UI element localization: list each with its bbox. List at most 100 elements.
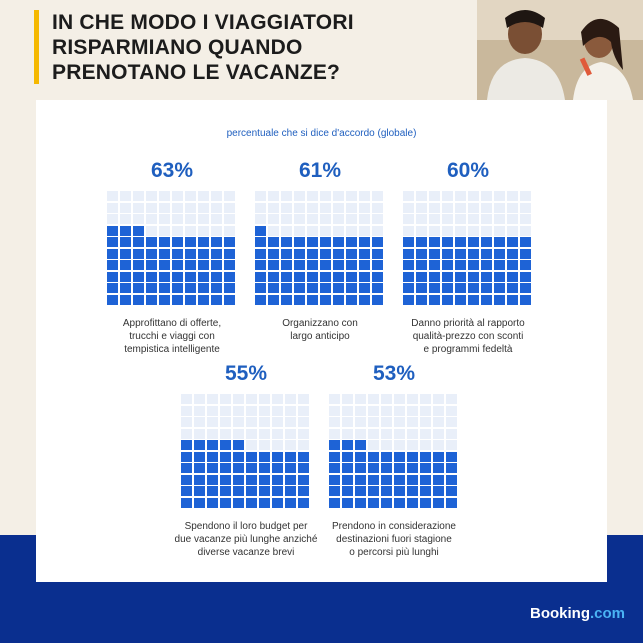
waffle-cell-empty	[407, 440, 418, 450]
waffle-cell-filled	[320, 260, 331, 270]
waffle-cell-empty	[224, 202, 235, 213]
stat-description-2: Organizzano con largo anticipo	[282, 318, 358, 342]
waffle-cell-filled	[268, 248, 279, 259]
waffle-cell-empty	[255, 191, 266, 201]
waffle-cell-empty	[333, 225, 344, 236]
waffle-cell-empty	[272, 440, 283, 450]
waffle-cell-filled	[329, 486, 340, 496]
waffle-cell-filled	[198, 248, 209, 259]
waffle-cell-filled	[429, 248, 440, 259]
waffle-cell-empty	[359, 202, 370, 213]
waffle-cell-empty	[368, 394, 379, 404]
waffle-cell-empty	[272, 417, 283, 427]
waffle-cell-filled	[468, 248, 479, 259]
waffle-cell-filled	[403, 248, 414, 259]
waffle-cell-filled	[159, 237, 170, 247]
waffle-cell-filled	[407, 486, 418, 496]
waffle-cell-filled	[172, 283, 183, 293]
waffle-cell-filled	[420, 451, 431, 462]
waffle-cell-filled	[442, 248, 453, 259]
waffle-cell-empty	[259, 428, 270, 439]
waffle-cell-filled	[420, 463, 431, 473]
percentage-label-3: 60%	[446, 159, 490, 182]
waffle-cell-filled	[185, 283, 196, 293]
waffle-cell-empty	[433, 428, 444, 439]
waffle-cell-filled	[307, 271, 318, 282]
percentage-label-5: 53%	[372, 362, 416, 385]
waffle-cell-empty	[468, 214, 479, 224]
waffle-cell-filled	[120, 283, 131, 293]
waffle-cell-filled	[442, 283, 453, 293]
stat-block-1: 63% Approfittano di offerte, trucchi e v…	[97, 157, 247, 356]
waffle-cell-filled	[372, 260, 383, 270]
waffle-cell-empty	[442, 214, 453, 224]
waffle-cell-filled	[285, 486, 296, 496]
waffle-cell-filled	[468, 283, 479, 293]
waffle-cell-filled	[429, 294, 440, 305]
waffle-cell-filled	[194, 497, 205, 508]
waffle-cell-empty	[520, 202, 531, 213]
waffle-cell-filled	[494, 248, 505, 259]
waffle-cell-filled	[355, 486, 366, 496]
waffle-cell-empty	[198, 202, 209, 213]
waffle-cell-filled	[294, 248, 305, 259]
waffle-cell-filled	[198, 260, 209, 270]
waffle-cell-filled	[481, 271, 492, 282]
waffle-cell-filled	[494, 283, 505, 293]
waffle-cell-filled	[455, 260, 466, 270]
waffle-cell-empty	[207, 405, 218, 416]
waffle-cell-filled	[272, 451, 283, 462]
waffle-cell-empty	[181, 394, 192, 404]
waffle-cell-empty	[359, 191, 370, 201]
waffle-cell-filled	[146, 237, 157, 247]
waffle-cell-empty	[172, 191, 183, 201]
waffle-cell-filled	[507, 283, 518, 293]
waffle-cell-filled	[446, 474, 457, 485]
waffle-cell-empty	[429, 191, 440, 201]
waffle-cell-filled	[159, 294, 170, 305]
waffle-cell-filled	[307, 294, 318, 305]
waffle-cell-filled	[416, 237, 427, 247]
waffle-cell-empty	[298, 405, 309, 416]
waffle-cell-filled	[346, 237, 357, 247]
waffle-cell-empty	[246, 394, 257, 404]
waffle-cell-filled	[307, 248, 318, 259]
waffle-cell-empty	[307, 214, 318, 224]
waffle-cell-empty	[455, 191, 466, 201]
waffle-cell-empty	[507, 191, 518, 201]
waffle-cell-filled	[272, 486, 283, 496]
waffle-cell-filled	[272, 497, 283, 508]
waffle-cell-filled	[342, 486, 353, 496]
waffle-cell-empty	[420, 405, 431, 416]
waffle-grid-4	[181, 394, 311, 508]
logo-text: Booking	[529, 605, 590, 622]
waffle-cell-empty	[429, 225, 440, 236]
waffle-cell-filled	[233, 451, 244, 462]
waffle-cell-filled	[285, 497, 296, 508]
waffle-cell-empty	[246, 428, 257, 439]
waffle-cell-filled	[329, 497, 340, 508]
waffle-cell-filled	[433, 463, 444, 473]
waffle-cell-empty	[159, 214, 170, 224]
stat-block-5: 53% Prendono in considerazione destinazi…	[319, 360, 469, 559]
waffle-cell-filled	[307, 237, 318, 247]
waffle-cell-filled	[416, 260, 427, 270]
waffle-cell-empty	[146, 214, 157, 224]
booking-logo: Booking.com	[530, 605, 625, 622]
waffle-cell-empty	[255, 214, 266, 224]
waffle-cell-filled	[220, 486, 231, 496]
waffle-cell-filled	[133, 225, 144, 236]
waffle-cell-filled	[307, 283, 318, 293]
chart-subtitle: percentuale che si dice d'accordo (globa…	[226, 128, 417, 139]
waffle-cell-empty	[446, 394, 457, 404]
waffle-cell-empty	[416, 202, 427, 213]
waffle-cell-empty	[342, 417, 353, 427]
waffle-cell-empty	[146, 202, 157, 213]
waffle-cell-empty	[211, 202, 222, 213]
waffle-cell-filled	[298, 486, 309, 496]
waffle-cell-filled	[342, 440, 353, 450]
waffle-cell-filled	[507, 294, 518, 305]
waffle-cell-empty	[407, 394, 418, 404]
waffle-cell-empty	[342, 405, 353, 416]
waffle-cell-filled	[281, 283, 292, 293]
